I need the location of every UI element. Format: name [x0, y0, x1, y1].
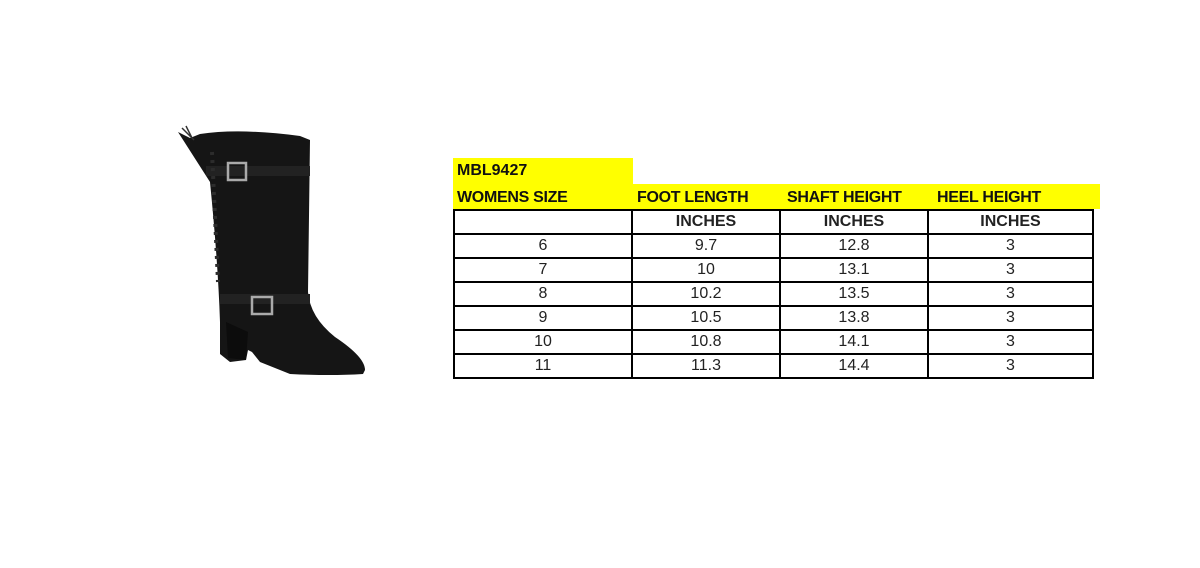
shaft-height-cell: 14.1 — [779, 329, 929, 355]
table-row: 9 10.5 13.8 3 — [453, 305, 1094, 331]
foot-length-cell: 11.3 — [631, 353, 781, 379]
header-shaft-height: SHAFT HEIGHT — [787, 189, 902, 206]
foot-length-cell: 10.2 — [631, 281, 781, 307]
foot-length-cell: 10.8 — [631, 329, 781, 355]
table-row: 10 10.8 14.1 3 — [453, 329, 1094, 355]
table-row: 6 9.7 12.8 3 — [453, 233, 1094, 259]
header-womens-size: WOMENS SIZE — [457, 189, 568, 206]
size-cell: 8 — [453, 281, 633, 307]
shaft-height-cell: 13.5 — [779, 281, 929, 307]
table-row: 11 11.3 14.4 3 — [453, 353, 1094, 379]
size-chart-table: INCHES INCHES INCHES 6 9.7 12.8 3 7 10 13.1 3 … — [453, 209, 1094, 379]
heel-height-cell: 3 — [927, 353, 1094, 379]
header-heel-height: HEEL HEIGHT — [937, 189, 1041, 206]
unit-cell — [453, 209, 633, 235]
heel-height-cell: 3 — [927, 305, 1094, 331]
size-cell: 10 — [453, 329, 633, 355]
model-number: MBL9427 — [453, 158, 633, 184]
heel-height-cell: 3 — [927, 281, 1094, 307]
unit-cell: INCHES — [631, 209, 781, 235]
heel-height-cell: 3 — [927, 257, 1094, 283]
unit-cell: INCHES — [927, 209, 1094, 235]
size-cell: 7 — [453, 257, 633, 283]
size-cell: 11 — [453, 353, 633, 379]
unit-cell: INCHES — [779, 209, 929, 235]
shaft-height-cell: 13.1 — [779, 257, 929, 283]
size-cell: 9 — [453, 305, 633, 331]
table-row: 8 10.2 13.5 3 — [453, 281, 1094, 307]
size-cell: 6 — [453, 233, 633, 259]
header-foot-length: FOOT LENGTH — [637, 189, 749, 206]
shaft-height-cell: 14.4 — [779, 353, 929, 379]
foot-length-cell: 9.7 — [631, 233, 781, 259]
foot-length-cell: 10 — [631, 257, 781, 283]
shaft-height-cell: 13.8 — [779, 305, 929, 331]
shaft-height-cell: 12.8 — [779, 233, 929, 259]
table-row: 7 10 13.1 3 — [453, 257, 1094, 283]
foot-length-cell: 10.5 — [631, 305, 781, 331]
boot-product-image — [178, 125, 365, 375]
heel-height-cell: 3 — [927, 233, 1094, 259]
heel-height-cell: 3 — [927, 329, 1094, 355]
units-row: INCHES INCHES INCHES — [453, 209, 1094, 235]
header-row: WOMENS SIZE FOOT LENGTH SHAFT HEIGHT HEE… — [453, 184, 1100, 209]
